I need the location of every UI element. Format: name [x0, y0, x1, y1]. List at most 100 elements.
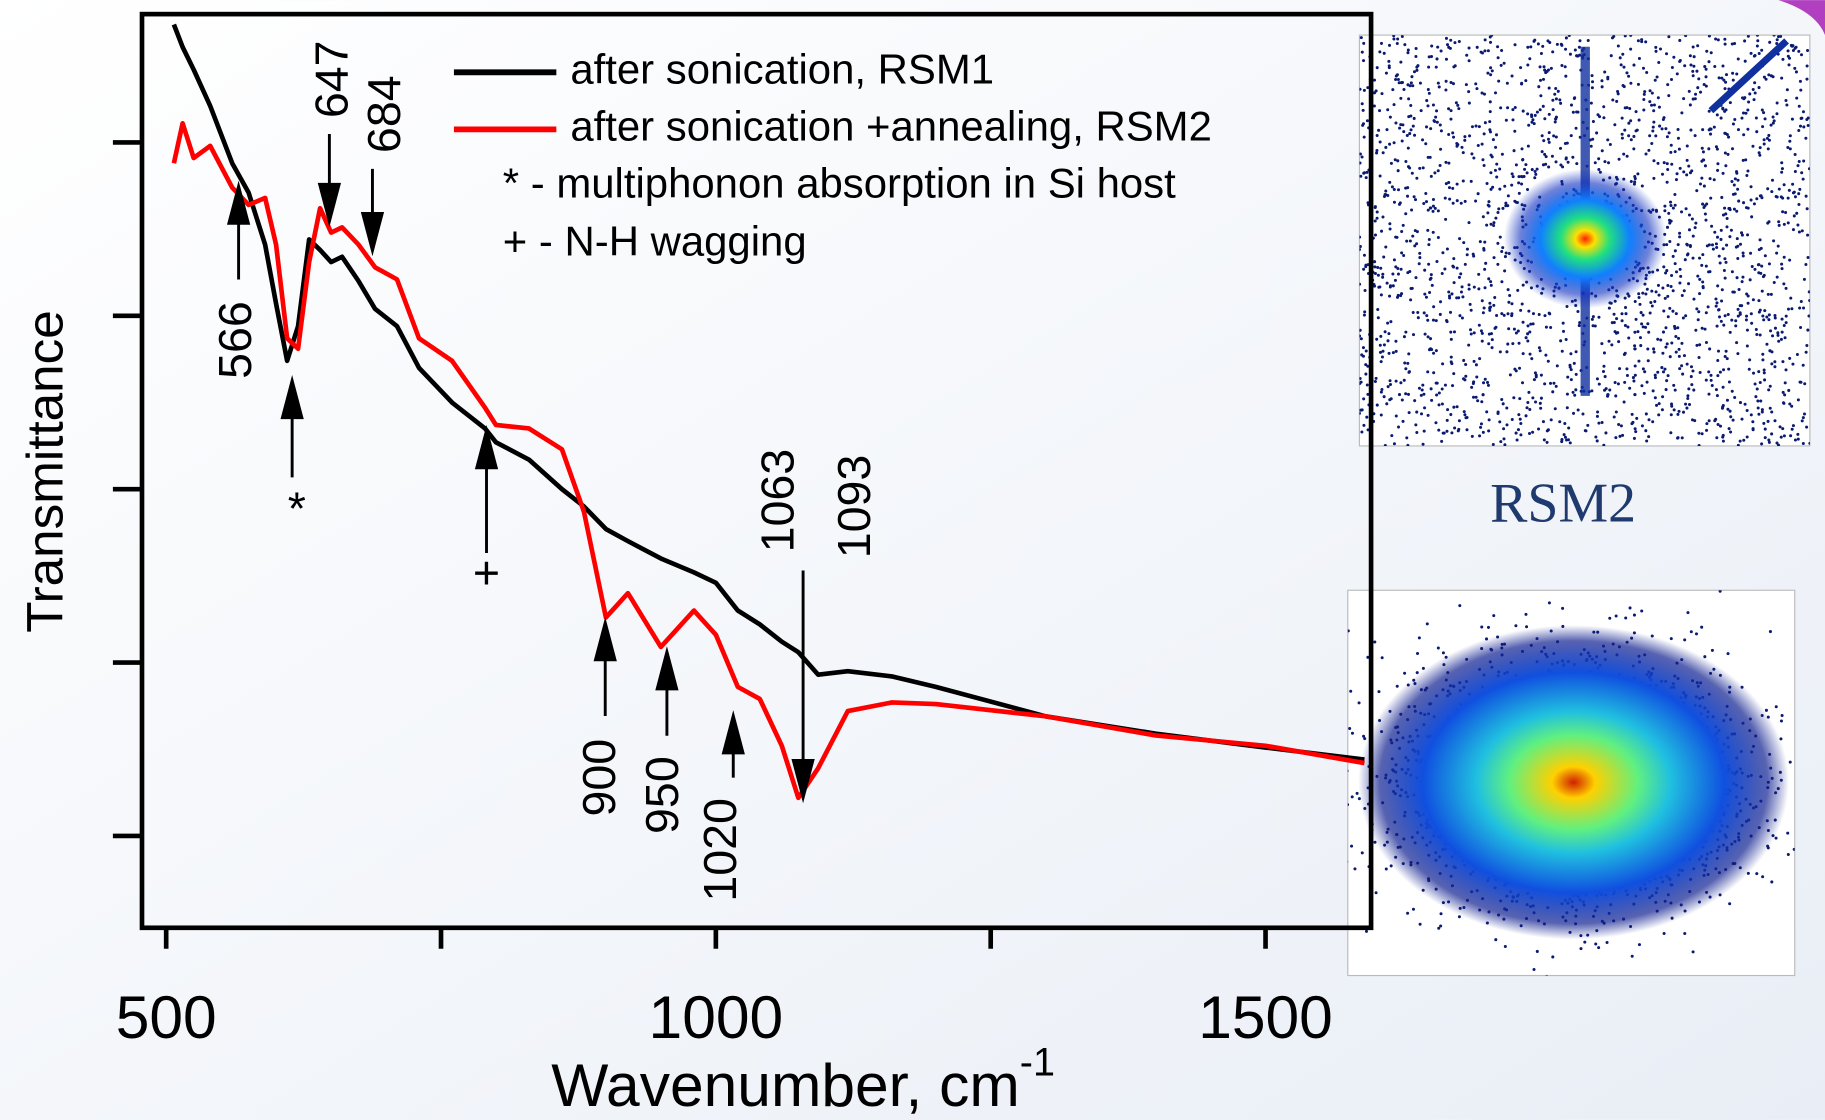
map-dot — [1707, 270, 1710, 273]
map-dot — [1496, 263, 1499, 266]
map-dot — [1733, 184, 1736, 187]
map-dot — [1634, 300, 1637, 303]
map-dot — [1649, 312, 1652, 315]
map-dot — [1506, 82, 1509, 85]
map-dot — [1642, 108, 1645, 111]
map-dot — [1800, 53, 1803, 56]
map-dot — [1656, 371, 1659, 374]
map-dot — [1361, 851, 1364, 854]
map-dot — [1603, 389, 1606, 392]
map-dot — [1697, 310, 1700, 313]
map-dot — [1428, 291, 1431, 294]
map-dot — [1515, 163, 1518, 166]
map-dot — [1613, 313, 1616, 316]
map-dot — [1349, 690, 1352, 693]
map-dot — [1548, 141, 1551, 144]
map-dot — [1740, 304, 1743, 307]
map-dot — [1781, 167, 1784, 170]
map-dot — [1360, 430, 1363, 433]
map-dot — [1470, 152, 1473, 155]
map-dot — [1700, 626, 1703, 629]
map-dot — [1375, 377, 1378, 380]
map-dot — [1754, 92, 1757, 95]
map-dot — [1518, 342, 1521, 345]
map-dot — [1771, 334, 1774, 337]
map-dot — [1713, 231, 1716, 234]
map-dot — [1415, 47, 1418, 50]
map-dot — [1539, 108, 1542, 111]
map-dot — [1710, 51, 1713, 54]
map-dot — [1701, 281, 1704, 284]
map-dot — [1547, 138, 1550, 141]
map-dot — [1434, 421, 1437, 424]
map-dot — [1762, 422, 1765, 425]
map-dot — [1674, 249, 1677, 252]
map-dot — [1716, 359, 1719, 362]
map-dot — [1415, 411, 1418, 414]
map-dot — [1458, 419, 1461, 422]
map-dot — [1551, 155, 1554, 158]
map-dot — [1425, 125, 1428, 128]
map-dot — [1474, 82, 1477, 85]
map-dot — [1387, 332, 1390, 335]
map-dot — [1440, 912, 1443, 915]
map-dot — [1805, 344, 1808, 347]
map-dot — [1524, 79, 1527, 82]
map-dot — [1718, 255, 1721, 258]
map-dot — [1575, 127, 1578, 130]
map-dot — [1683, 289, 1686, 292]
map-dot — [1707, 393, 1710, 396]
map-dot — [1393, 201, 1396, 204]
map-dot — [1362, 109, 1365, 112]
map-dot — [1797, 438, 1800, 441]
map-dot — [1531, 168, 1534, 171]
map-dot — [1487, 342, 1490, 345]
map-dot — [1603, 160, 1606, 163]
map-dot — [1768, 41, 1771, 44]
map-dot — [1701, 147, 1704, 150]
map-dot — [1666, 284, 1669, 287]
map-dot — [1467, 344, 1470, 347]
map-dot — [1445, 80, 1448, 83]
map-dot — [1567, 161, 1570, 164]
map-dot — [1504, 202, 1507, 205]
map-dot — [1773, 365, 1776, 368]
map-dot — [1543, 65, 1546, 68]
map-dot — [1444, 88, 1447, 91]
map-dot — [1561, 607, 1564, 610]
map-dot — [1763, 143, 1766, 146]
map-dot — [1447, 291, 1450, 294]
map-dot — [1415, 177, 1418, 180]
map-dot — [1652, 121, 1655, 124]
map-dot — [1382, 151, 1385, 154]
map-dot — [1799, 80, 1802, 83]
map-dot — [1507, 288, 1510, 291]
map-dot — [1545, 155, 1548, 158]
map-dot — [1759, 194, 1762, 197]
map-dot — [1380, 230, 1383, 233]
map-dot — [1755, 328, 1758, 331]
map-dot — [1536, 168, 1539, 171]
map-dot — [1633, 614, 1636, 617]
map-dot — [1379, 267, 1382, 270]
map-dot — [1450, 292, 1453, 295]
map-dot — [1683, 638, 1686, 641]
map-dot — [1445, 58, 1448, 61]
map-dot — [1621, 133, 1624, 136]
map-dot — [1661, 287, 1664, 290]
map-dot — [1708, 243, 1711, 246]
map-dot — [1646, 322, 1649, 325]
map-dot — [1719, 371, 1722, 374]
map-dot — [1361, 155, 1364, 158]
map-dot — [1407, 147, 1410, 150]
map-dot — [1387, 385, 1390, 388]
map-dot — [1750, 312, 1753, 315]
map-dot — [1782, 282, 1785, 285]
map-dot — [1789, 761, 1792, 764]
map-dot — [1683, 354, 1686, 357]
map-dot — [1463, 135, 1466, 138]
map-dot — [1489, 73, 1492, 76]
map-dot — [1765, 315, 1768, 318]
map-dot — [1731, 147, 1734, 150]
map-dot — [1490, 154, 1493, 157]
